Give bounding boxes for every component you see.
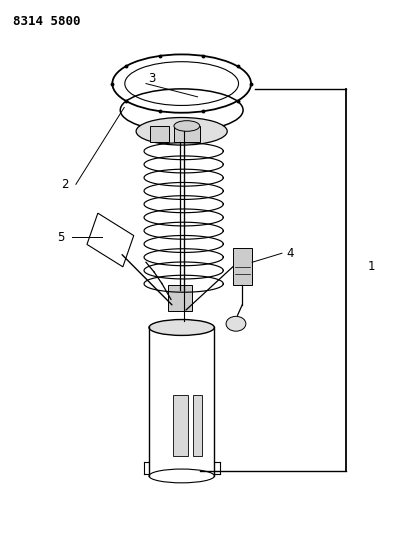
- Ellipse shape: [226, 317, 246, 331]
- Ellipse shape: [149, 319, 214, 335]
- Text: 1: 1: [368, 260, 375, 273]
- Bar: [193, 395, 202, 456]
- Bar: [174, 126, 200, 142]
- Polygon shape: [87, 213, 134, 267]
- Bar: [233, 248, 252, 285]
- Text: 5: 5: [57, 231, 65, 244]
- Bar: [173, 395, 188, 456]
- Ellipse shape: [174, 120, 200, 131]
- Text: 4: 4: [286, 247, 294, 260]
- Bar: [168, 285, 192, 311]
- Text: 8314 5800: 8314 5800: [13, 14, 81, 28]
- Ellipse shape: [149, 469, 214, 483]
- Bar: [150, 126, 169, 142]
- Text: 3: 3: [148, 72, 155, 85]
- Text: 2: 2: [61, 178, 69, 191]
- Ellipse shape: [136, 117, 227, 145]
